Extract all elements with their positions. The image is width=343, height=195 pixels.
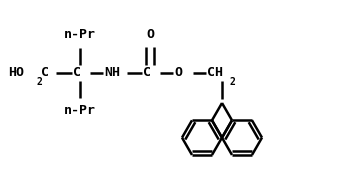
Text: NH: NH (104, 66, 120, 80)
Text: C: C (143, 66, 151, 80)
Text: n-Pr: n-Pr (64, 28, 96, 42)
Text: n-Pr: n-Pr (64, 105, 96, 118)
Text: 2: 2 (230, 77, 236, 87)
Text: CH: CH (207, 66, 223, 80)
Text: 2: 2 (37, 77, 43, 87)
Text: HO: HO (8, 66, 24, 80)
Text: O: O (174, 66, 182, 80)
Text: O: O (146, 28, 154, 42)
Text: C: C (41, 66, 49, 80)
Text: C: C (73, 66, 81, 80)
